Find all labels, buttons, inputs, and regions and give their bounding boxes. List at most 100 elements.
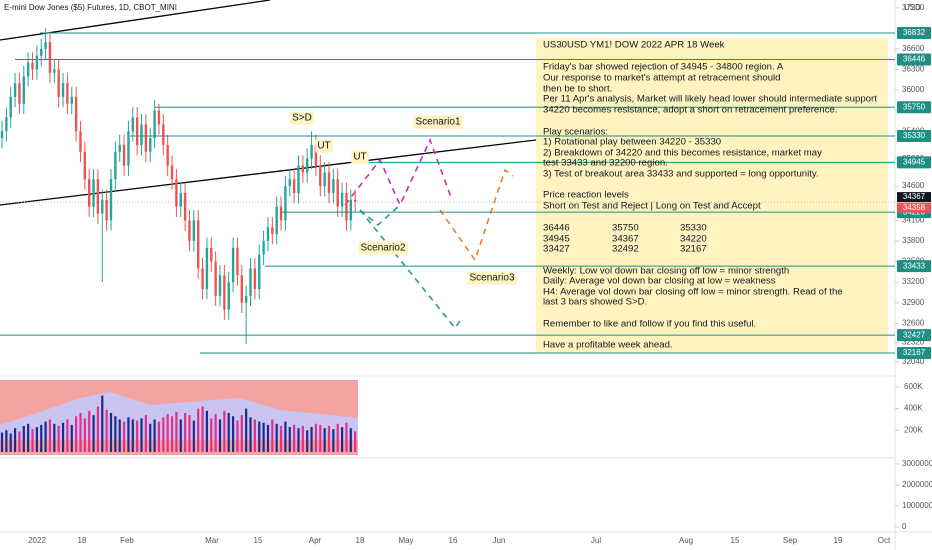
x-tick-label: 18: [78, 536, 87, 545]
volume-bar: [5, 430, 8, 452]
candle-body: [231, 247, 235, 283]
volume-bar: [109, 412, 113, 452]
volume-bar: [175, 411, 178, 452]
note-line: Have a profitable week ahead.: [543, 340, 673, 351]
candle-body: [48, 42, 52, 73]
x-tick-label: May: [398, 536, 413, 545]
volume-bar: [310, 427, 313, 452]
candle-body: [149, 138, 152, 152]
volume-bar: [118, 419, 121, 452]
level-label: 36832: [903, 28, 926, 37]
volume-bar: [149, 423, 152, 452]
candle-body: [214, 261, 217, 296]
candle-body: [284, 186, 287, 221]
note-table-cell: 32492: [612, 244, 639, 255]
volume-bar: [22, 425, 25, 452]
volume-bar: [197, 408, 200, 452]
candle-body: [279, 206, 283, 221]
chart-title: E-mini Dow Jones ($5) Futures, 1D, CBOT_…: [4, 3, 177, 12]
volume-bar: [218, 419, 222, 452]
candle-body: [70, 96, 73, 104]
annotation: Scenario1: [415, 117, 460, 128]
volume-bar: [323, 428, 326, 452]
volume-bar: [31, 429, 34, 452]
candle-body: [13, 83, 17, 97]
y-tick-label: 32040: [902, 357, 925, 366]
y-tick-label: 34600: [902, 181, 925, 190]
candle-body: [223, 275, 226, 310]
candle-body: [201, 268, 204, 289]
volume-bar: [170, 416, 174, 452]
candle-body: [210, 247, 213, 262]
note-line: Per 11 Apr's analysis, Market will likel…: [543, 94, 877, 105]
volume-bar: [48, 419, 52, 452]
candle-body: [188, 220, 191, 241]
candle-body: [340, 192, 344, 207]
y-tick-label: 34100: [902, 215, 925, 224]
y-tick-label: 1000000: [902, 501, 932, 510]
volume-bar: [57, 425, 60, 452]
level-badge: [897, 101, 931, 114]
candle-body: [205, 247, 209, 289]
x-tick-label: 2022: [28, 536, 46, 545]
candle-body: [109, 179, 113, 221]
candle-body: [153, 110, 156, 139]
volume-bar: [140, 418, 143, 452]
annotation: Scenario2: [360, 243, 405, 254]
candle-body: [114, 151, 117, 180]
level-label: 32167: [903, 348, 926, 357]
candle-body: [40, 48, 43, 56]
annotation-bg: [290, 111, 314, 125]
x-tick-label: Jun: [493, 536, 506, 545]
x-tick-label: 18: [356, 536, 365, 545]
note-table-cell: 34220: [680, 234, 707, 245]
candle-body: [61, 83, 65, 97]
volume-bar: [245, 408, 248, 452]
candle-body: [288, 179, 291, 187]
candle-body: [192, 220, 196, 241]
volume-bar: [53, 423, 56, 452]
volume-bar: [179, 419, 182, 452]
candle-body: [314, 144, 318, 166]
volume-bar: [336, 423, 339, 452]
level-badge: [897, 329, 931, 342]
y-tick-label: 600K: [904, 382, 923, 391]
candle-body: [249, 268, 252, 296]
volume-bar: [122, 421, 126, 452]
candle-body: [310, 144, 313, 159]
x-tick-label: Aug: [679, 536, 693, 545]
candle-body: [244, 295, 248, 303]
candle-body: [292, 179, 296, 193]
level-label: 33433: [903, 261, 926, 270]
candle-body: [53, 69, 56, 73]
scenario-path: [359, 209, 463, 330]
y-tick-label: 200K: [904, 425, 923, 434]
x-tick-label: Feb: [120, 536, 134, 545]
candle-body: [57, 69, 60, 97]
scenario-path: [344, 137, 453, 207]
note-line: Weekly: Low vol down bar closing off low…: [543, 266, 789, 277]
annotation-bg: [413, 115, 463, 129]
x-tick-label: Apr: [309, 536, 322, 545]
level-badge: [897, 156, 931, 169]
volume-bar: [96, 406, 100, 452]
candle-body: [0, 131, 4, 139]
note-line: Remember to like and follow if you find …: [543, 319, 756, 330]
volume-bar: [231, 416, 235, 452]
candle-body: [353, 199, 357, 202]
volume-bar: [9, 433, 12, 452]
volume-bar: [184, 412, 187, 452]
note-line: US30USD YM1! DOW 2022 APR 18 Week: [543, 40, 725, 51]
volume-bar: [297, 428, 300, 452]
y-tick-label: 32600: [902, 318, 925, 327]
volume-bar: [266, 424, 270, 452]
volume-bar: [253, 419, 256, 452]
candle-body: [297, 165, 300, 193]
volume-bar: [332, 429, 335, 452]
volume-bar: [13, 428, 17, 452]
volume-bar: [83, 418, 86, 452]
volume-bar: [79, 412, 82, 452]
volume-bar: [293, 424, 296, 452]
candle-body: [118, 144, 121, 152]
